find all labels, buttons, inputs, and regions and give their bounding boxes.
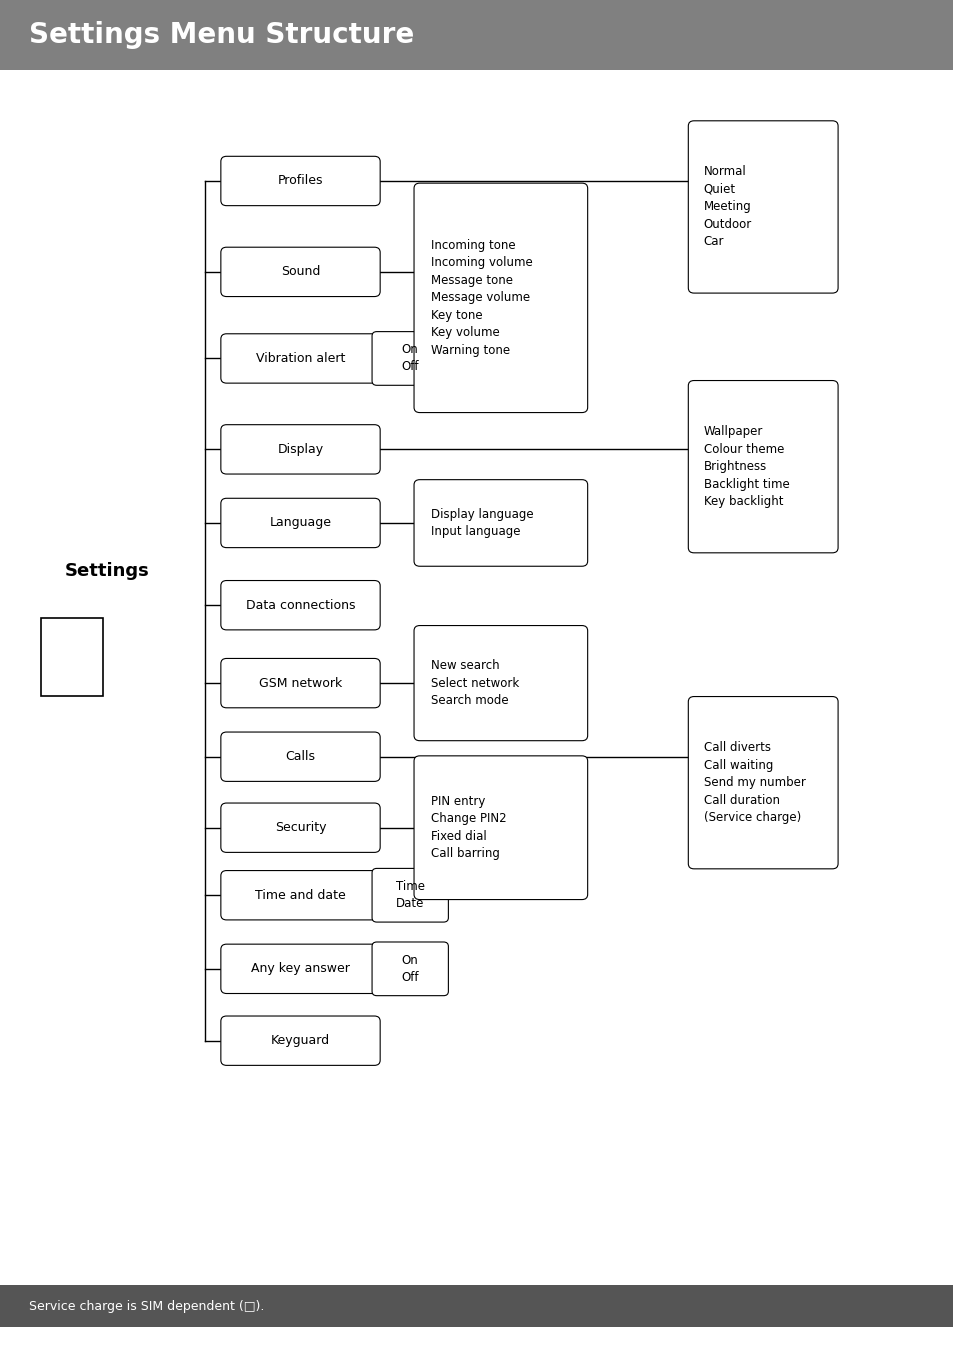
FancyBboxPatch shape	[220, 802, 379, 852]
Text: Language: Language	[270, 516, 331, 530]
FancyBboxPatch shape	[220, 658, 379, 708]
FancyBboxPatch shape	[220, 247, 379, 297]
FancyBboxPatch shape	[372, 869, 448, 923]
Text: Any key answer: Any key answer	[251, 962, 350, 975]
Text: Time and date: Time and date	[254, 889, 346, 901]
Text: On
Off: On Off	[401, 343, 418, 373]
Text: GSM network: GSM network	[258, 677, 342, 689]
Text: Calls: Calls	[285, 750, 315, 763]
FancyBboxPatch shape	[687, 120, 837, 293]
FancyBboxPatch shape	[220, 499, 379, 547]
Text: Call diverts
Call waiting
Send my number
Call duration
(Service charge): Call diverts Call waiting Send my number…	[702, 742, 804, 824]
FancyBboxPatch shape	[0, 0, 953, 70]
Text: Display: Display	[277, 443, 323, 455]
Text: Settings: Settings	[65, 562, 150, 580]
Text: Profiles: Profiles	[277, 174, 323, 188]
Text: Settings Menu Structure: Settings Menu Structure	[29, 22, 414, 49]
FancyBboxPatch shape	[414, 480, 587, 566]
Text: Service charge is SIM dependent (□).: Service charge is SIM dependent (□).	[29, 1300, 264, 1313]
FancyBboxPatch shape	[220, 1016, 379, 1066]
Text: Data connections: Data connections	[246, 598, 355, 612]
Text: Vibration alert: Vibration alert	[255, 353, 345, 365]
FancyBboxPatch shape	[0, 1285, 953, 1327]
FancyBboxPatch shape	[220, 424, 379, 474]
Text: Wallpaper
Colour theme
Brightness
Backlight time
Key backlight: Wallpaper Colour theme Brightness Backli…	[702, 426, 788, 508]
FancyBboxPatch shape	[220, 870, 379, 920]
Text: Sound: Sound	[280, 265, 320, 278]
Text: Security: Security	[274, 821, 326, 834]
Text: New search
Select network
Search mode: New search Select network Search mode	[431, 659, 519, 707]
Text: Display language
Input language: Display language Input language	[431, 508, 534, 538]
FancyBboxPatch shape	[687, 381, 837, 553]
FancyBboxPatch shape	[414, 184, 587, 412]
Text: On
Off: On Off	[401, 954, 418, 984]
FancyBboxPatch shape	[687, 697, 837, 869]
FancyBboxPatch shape	[220, 334, 379, 384]
Text: Incoming tone
Incoming volume
Message tone
Message volume
Key tone
Key volume
Wa: Incoming tone Incoming volume Message to…	[431, 239, 533, 357]
FancyBboxPatch shape	[414, 755, 587, 900]
FancyBboxPatch shape	[220, 732, 379, 781]
FancyBboxPatch shape	[372, 331, 448, 385]
Text: PIN entry
Change PIN2
Fixed dial
Call barring: PIN entry Change PIN2 Fixed dial Call ba…	[431, 794, 506, 861]
FancyBboxPatch shape	[414, 626, 587, 740]
Text: Normal
Quiet
Meeting
Outdoor
Car: Normal Quiet Meeting Outdoor Car	[702, 165, 751, 249]
FancyBboxPatch shape	[220, 944, 379, 993]
Text: Time
Date: Time Date	[395, 881, 424, 911]
FancyBboxPatch shape	[220, 157, 379, 205]
Text: Keyguard: Keyguard	[271, 1034, 330, 1047]
FancyBboxPatch shape	[372, 942, 448, 996]
FancyBboxPatch shape	[220, 581, 379, 630]
